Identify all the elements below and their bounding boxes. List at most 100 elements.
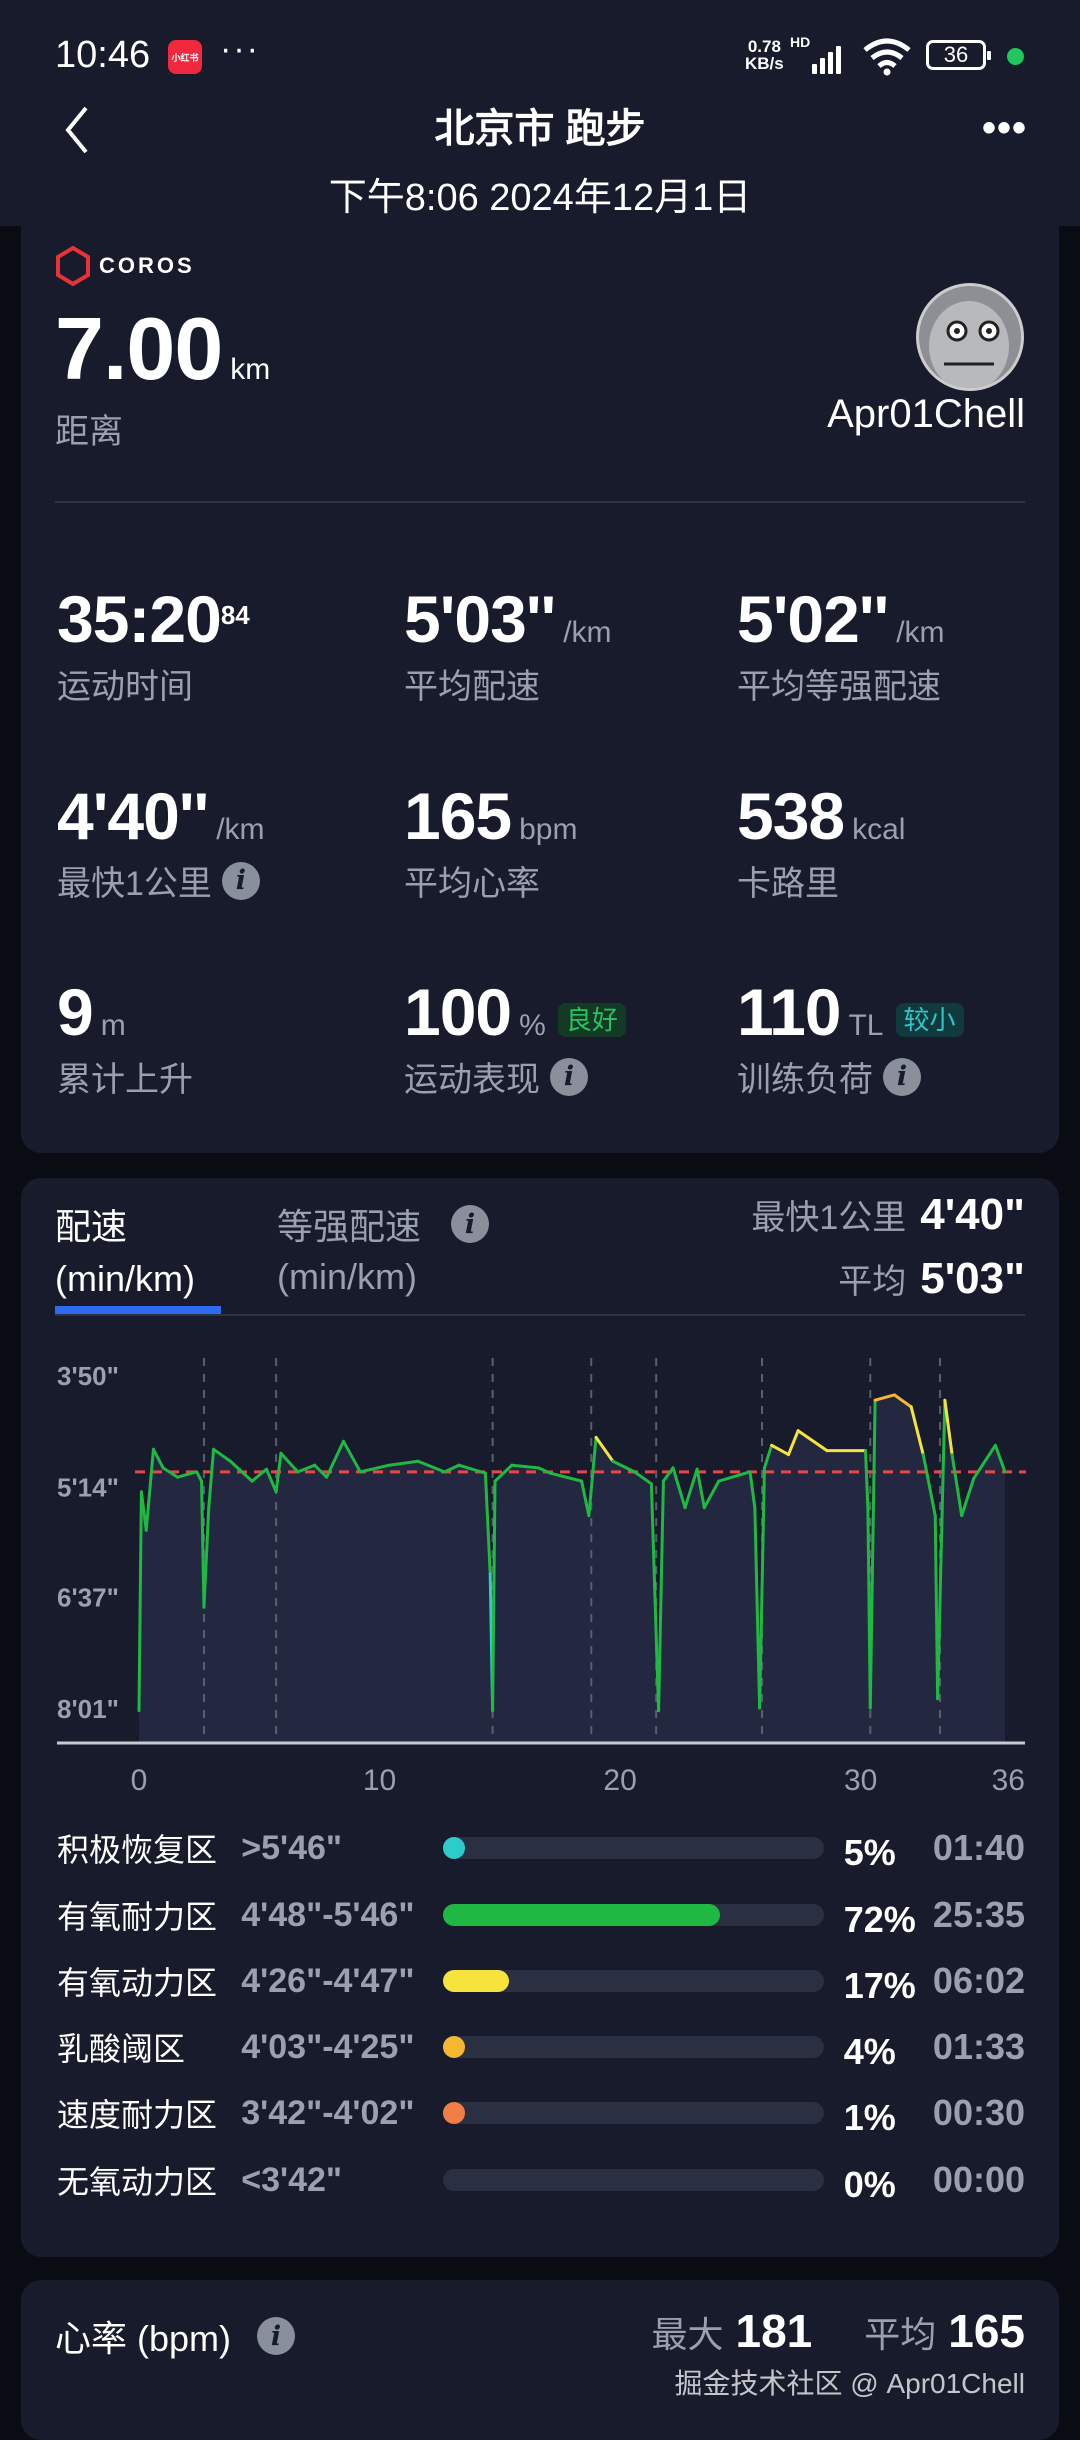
pace-line-segment bbox=[758, 1466, 766, 1710]
pace-line-segment bbox=[671, 1466, 687, 1510]
pace-line-segment bbox=[175, 1470, 199, 1479]
pace-line-segment bbox=[868, 1398, 877, 1710]
pace-line-segment bbox=[151, 1447, 165, 1470]
pace-line-segment bbox=[683, 1467, 699, 1510]
info-icon[interactable]: i bbox=[451, 1205, 490, 1243]
average-pace: 平均 5'03" bbox=[838, 1254, 1025, 1303]
stat-1: 5'03''/km 平均配速 bbox=[404, 582, 612, 706]
status-badge: 良好 bbox=[557, 1003, 626, 1038]
pace-line-segment bbox=[960, 1476, 976, 1518]
zone-bar-fill bbox=[443, 2036, 466, 2058]
pace-line-segment bbox=[873, 1393, 896, 1402]
pace-line-segment bbox=[416, 1459, 447, 1474]
info-icon[interactable]: i bbox=[550, 1057, 588, 1096]
pace-line-segment bbox=[594, 1435, 615, 1463]
stat-2: 5'02''/km 平均等强配速 bbox=[737, 582, 945, 706]
fastest-km: 最快1公里 4'40" bbox=[751, 1190, 1025, 1239]
tab-pace[interactable]: 配速 (min/km) bbox=[55, 1206, 195, 1299]
activity-datetime: 下午8:06 2024年12月1日 bbox=[328, 177, 752, 219]
pace-line-segment bbox=[587, 1435, 598, 1518]
tab-grade-adjusted-pace[interactable]: 等强配速 i (min/km) bbox=[277, 1198, 490, 1298]
pace-line-segment bbox=[748, 1470, 757, 1510]
pace-line-segment bbox=[580, 1479, 591, 1518]
pace-line-segment bbox=[313, 1463, 329, 1479]
pace-line-segment bbox=[657, 1479, 665, 1713]
info-icon[interactable]: i bbox=[221, 861, 260, 900]
stat-4: 165 bpm 平均心率 bbox=[404, 779, 578, 903]
pace-line-segment bbox=[796, 1429, 829, 1453]
pace-line-segment bbox=[943, 1398, 954, 1457]
y-tick-label: 6'37" bbox=[57, 1583, 119, 1613]
pace-line-segment bbox=[762, 1443, 774, 1470]
avatar-dino-icon bbox=[929, 301, 1009, 388]
x-tick-label: 30 bbox=[844, 1764, 877, 1797]
pace-line-segment bbox=[661, 1466, 675, 1483]
heart-rate-card: 心率 (bpm) i 最大 181 平均 165 掘金技术社区 @ Apr01Ch… bbox=[21, 2280, 1059, 2440]
pace-line-segment bbox=[483, 1471, 492, 1576]
info-icon[interactable]: i bbox=[883, 1057, 921, 1096]
back-button[interactable] bbox=[56, 100, 100, 160]
pace-line-segment bbox=[510, 1463, 540, 1470]
zone-bar-fill bbox=[443, 1904, 720, 1926]
network-speed: 0.78 KB/s bbox=[745, 37, 784, 73]
y-tick-label: 3'50" bbox=[57, 1361, 119, 1391]
stat-3[interactable]: 4'40''/km 最快1公里 i bbox=[57, 779, 265, 903]
pace-line-segment bbox=[972, 1443, 997, 1480]
pace-line-segment bbox=[195, 1470, 204, 1483]
distance-label: 距离 bbox=[55, 413, 123, 451]
pace-line-segment bbox=[341, 1439, 362, 1474]
heart-rate-title: 心率 (bpm) i bbox=[55, 2310, 296, 2362]
pace-line-segment bbox=[443, 1463, 461, 1474]
zone-bar bbox=[443, 2169, 824, 2191]
pace-chart[interactable]: 3'50" 5'14" 6'37" 8'01" 0 10 20 30 36 bbox=[21, 1178, 1059, 1818]
pace-line-segment bbox=[279, 1451, 300, 1474]
status-time: 10:46 bbox=[55, 34, 151, 76]
pace-line-segment bbox=[863, 1449, 870, 1510]
pace-card: 配速 (min/km) 等强配速 i (min/km) 最快1公里 4'40" 平… bbox=[21, 1178, 1059, 2257]
pace-line-segment bbox=[144, 1447, 155, 1532]
avatar[interactable] bbox=[916, 283, 1024, 391]
pace-line-segment bbox=[325, 1439, 345, 1479]
y-tick-label: 8'01" bbox=[57, 1694, 119, 1724]
more-options-button[interactable]: ••• bbox=[982, 106, 1028, 150]
x-tick-label: 20 bbox=[603, 1764, 636, 1797]
pace-line-segment bbox=[264, 1467, 278, 1494]
tab-divider bbox=[55, 1314, 1025, 1316]
pace-line-segment bbox=[228, 1459, 254, 1483]
zone-bar-fill bbox=[443, 1837, 466, 1859]
distance-stat: 7.00 km bbox=[55, 299, 271, 398]
pace-line-segment bbox=[950, 1453, 964, 1518]
top-bar bbox=[0, 0, 1080, 226]
heart-rate-summary: 最大 181 平均 165 bbox=[651, 2305, 1025, 2357]
coros-logo-icon bbox=[56, 246, 90, 286]
pace-line-segment bbox=[548, 1471, 584, 1483]
stat-0: 35:2084 运动时间 bbox=[57, 582, 250, 706]
zone-bar bbox=[443, 1904, 824, 1926]
zone-bar bbox=[443, 2102, 824, 2124]
pace-line-segment bbox=[457, 1463, 487, 1475]
pace-line-segment bbox=[695, 1467, 706, 1510]
pace-area bbox=[139, 1394, 1005, 1743]
pace-line-segment bbox=[137, 1490, 143, 1713]
pace-line-segment bbox=[250, 1467, 268, 1483]
zone-row: 无氧动力区 <3'42" 0% 00:00 bbox=[57, 2159, 1025, 2205]
zone-row: 积极恢复区 >5'46" 5% 01:40 bbox=[57, 1827, 1025, 1873]
stat-7[interactable]: 100% 良好 运动表现 i bbox=[404, 974, 626, 1101]
divider bbox=[55, 501, 1025, 503]
pace-line-segment bbox=[493, 1463, 514, 1483]
zone-bar bbox=[443, 1837, 824, 1859]
stat-5: 538 kcal 卡路里 bbox=[737, 779, 906, 903]
pace-line-segment bbox=[936, 1398, 947, 1701]
pace-line-segment bbox=[491, 1479, 497, 1713]
stat-8[interactable]: 110 TL 较小 训练负荷 i bbox=[737, 974, 964, 1101]
username[interactable]: Apr01Chell bbox=[827, 392, 1025, 436]
pace-line-segment bbox=[387, 1459, 420, 1467]
zone-bar-fill bbox=[443, 1970, 509, 1992]
xiaohongshu-app-icon: 小红书 bbox=[168, 40, 202, 74]
pace-line-segment bbox=[207, 1447, 216, 1510]
pace-line-segment bbox=[770, 1443, 790, 1457]
pace-line-segment bbox=[649, 1482, 661, 1713]
pace-line-segment bbox=[202, 1506, 211, 1609]
zone-row: 乳酸阈区 4'03"-4'25" 4% 01:33 bbox=[57, 2026, 1025, 2072]
info-icon[interactable]: i bbox=[257, 2317, 296, 2355]
